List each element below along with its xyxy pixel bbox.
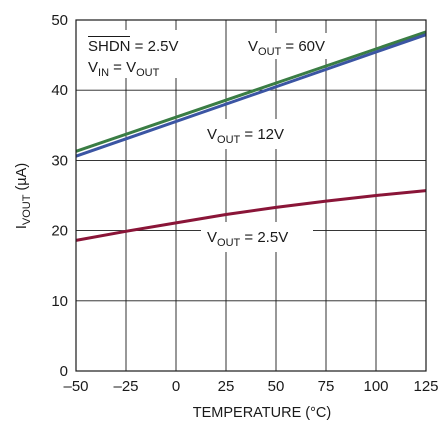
conditions-background (80, 30, 184, 78)
x-axis-label: TEMPERATURE (°C) (193, 405, 331, 421)
y-axis-label: IVOUT (µA) (14, 163, 33, 229)
y-tick-label: 10 (51, 293, 68, 310)
conditions-line-1: SHDN = 2.5V (88, 38, 178, 55)
series-label-60v: VOUT = 60V (248, 38, 325, 58)
y-tick-label: 30 (51, 152, 68, 169)
x-tick-label: 0 (172, 378, 180, 395)
label-background-60v (244, 33, 336, 59)
series-line-2 (75, 189, 427, 242)
tick-labels: –50 –25 0 25 50 75 100 125 0 10 20 30 40 50 (51, 12, 438, 395)
series-label-2-5v: VOUT = 2.5V (207, 229, 288, 249)
x-tick-label: 75 (318, 378, 335, 395)
y-tick-label: 50 (51, 12, 68, 29)
series-lines (75, 30, 427, 242)
x-tick-label: 25 (218, 378, 235, 395)
x-tick-label: –50 (63, 378, 88, 395)
label-background-12v (201, 119, 301, 149)
shdn-label: SHDN (88, 38, 131, 55)
x-tick-label: 50 (268, 378, 285, 395)
series-label-12v: VOUT = 12V (207, 126, 284, 146)
x-tick-label: –25 (113, 378, 138, 395)
conditions-line-2: VIN = VOUT (88, 59, 160, 79)
x-tick-label: 125 (413, 378, 438, 395)
y-tick-label: 40 (51, 82, 68, 99)
x-tick-label: 100 (363, 378, 388, 395)
plot-frame (75, 19, 427, 372)
series-line-0 (75, 30, 427, 153)
label-background-2-5v (201, 222, 313, 252)
y-tick-label: 20 (51, 223, 68, 240)
series-line-1 (75, 33, 427, 158)
y-tick-label: 0 (60, 363, 68, 380)
